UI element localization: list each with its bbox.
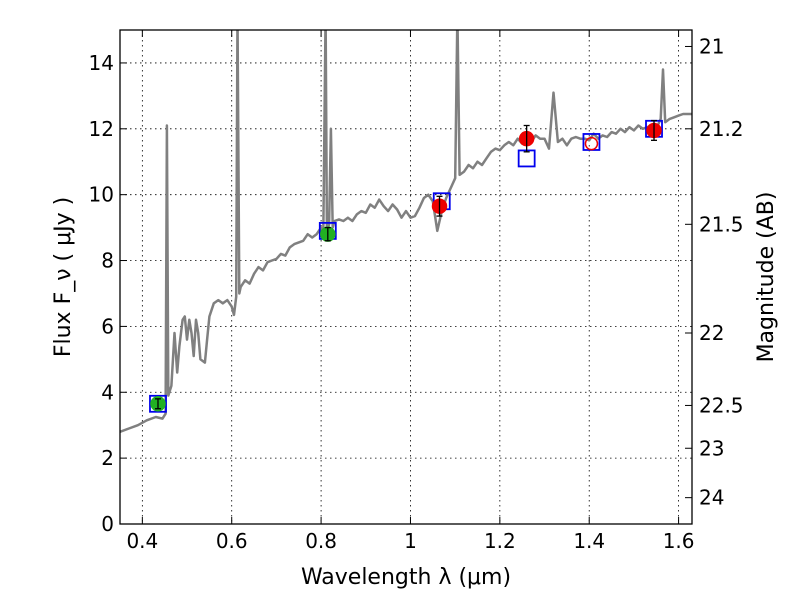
y-axis-label: Flux F_ν ( μJy ): [51, 197, 76, 357]
right-tick-label: 22: [699, 321, 724, 345]
grid-lines: [120, 30, 692, 524]
y-tick-label: 2: [101, 446, 114, 470]
x-tick-label: 0.8: [305, 529, 337, 553]
right-tick-label: 21: [699, 34, 724, 58]
series-layer: [120, 30, 692, 433]
plot-background: [120, 30, 692, 524]
x-tick-label: 1.4: [573, 529, 605, 553]
x-axis-label: Wavelength λ (μm): [301, 565, 511, 590]
tick-marks: [120, 30, 692, 525]
right-axis-label: Magnitude (AB): [754, 192, 779, 363]
x-tick-label: 0.4: [126, 529, 158, 553]
model-box: [149, 394, 167, 413]
y-tick-label: 8: [101, 249, 114, 273]
right-tick-label: 22.5: [699, 393, 744, 417]
data-point-hollow: [584, 136, 599, 151]
x-tick-label: 1.2: [484, 529, 516, 553]
y-tick-label: 0: [101, 512, 114, 536]
y-tick-label: 12: [89, 117, 114, 141]
x-tick-label: 0.6: [216, 529, 248, 553]
right-tick-label: 24: [699, 486, 724, 510]
y-tick-label: 10: [89, 183, 114, 207]
right-tick-label: 21.5: [699, 212, 744, 236]
y-tick-label: 6: [101, 314, 114, 338]
y-tick-label: 14: [89, 51, 114, 75]
right-tick-label: 21.2: [699, 117, 744, 141]
x-tick-label: 1.6: [663, 529, 695, 553]
plot-frame: [119, 29, 693, 525]
y-tick-label: 4: [101, 380, 114, 404]
right-tick-label: 23: [699, 436, 724, 460]
x-tick-label: 1: [404, 529, 417, 553]
